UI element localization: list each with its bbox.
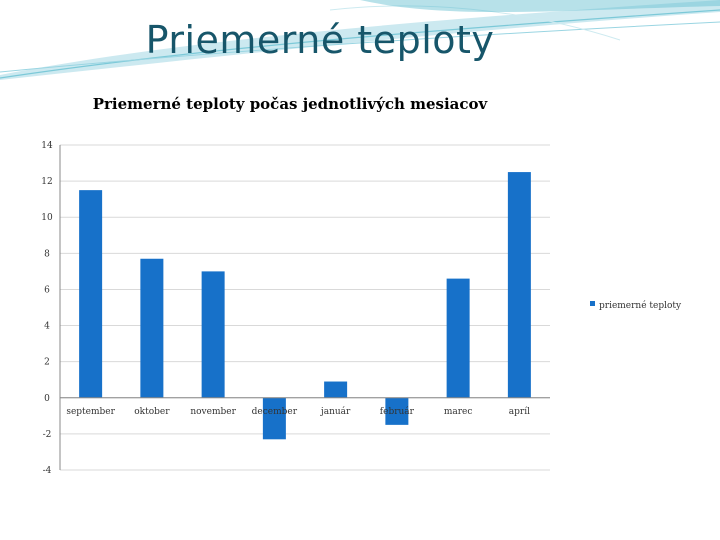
bar xyxy=(79,190,103,398)
category-label: apríl xyxy=(509,406,530,417)
category-label: oktober xyxy=(134,407,170,417)
bar xyxy=(324,381,348,398)
y-tick-label: 8 xyxy=(44,249,50,259)
category-label: marec xyxy=(444,407,473,417)
y-tick-label: 10 xyxy=(41,213,53,223)
y-tick-label: 6 xyxy=(44,285,50,295)
y-tick-label: 0 xyxy=(44,394,50,404)
y-tick-label: 14 xyxy=(41,141,53,151)
legend-swatch xyxy=(590,301,595,306)
y-tick-label: -2 xyxy=(43,430,52,440)
y-tick-label: 2 xyxy=(44,358,50,368)
y-tick-label: 4 xyxy=(44,322,50,332)
bar xyxy=(140,258,164,398)
category-label: január xyxy=(320,406,351,417)
bar xyxy=(385,397,409,425)
bar xyxy=(507,172,531,398)
y-tick-label: -4 xyxy=(43,466,52,476)
legend-label: priemerné teploty xyxy=(599,300,682,311)
header-swoosh-decoration xyxy=(0,0,720,80)
bar xyxy=(201,271,225,398)
slide-title: Priemerné teploty xyxy=(145,18,495,62)
category-label: február xyxy=(380,406,415,417)
bar xyxy=(262,397,286,440)
bar xyxy=(446,278,470,398)
chart-title: Priemerné teploty počas jednotlivých mes… xyxy=(93,95,489,113)
category-label: september xyxy=(66,407,115,417)
y-tick-label: 12 xyxy=(41,177,52,187)
category-label: november xyxy=(190,407,236,417)
category-label: december xyxy=(252,407,298,417)
